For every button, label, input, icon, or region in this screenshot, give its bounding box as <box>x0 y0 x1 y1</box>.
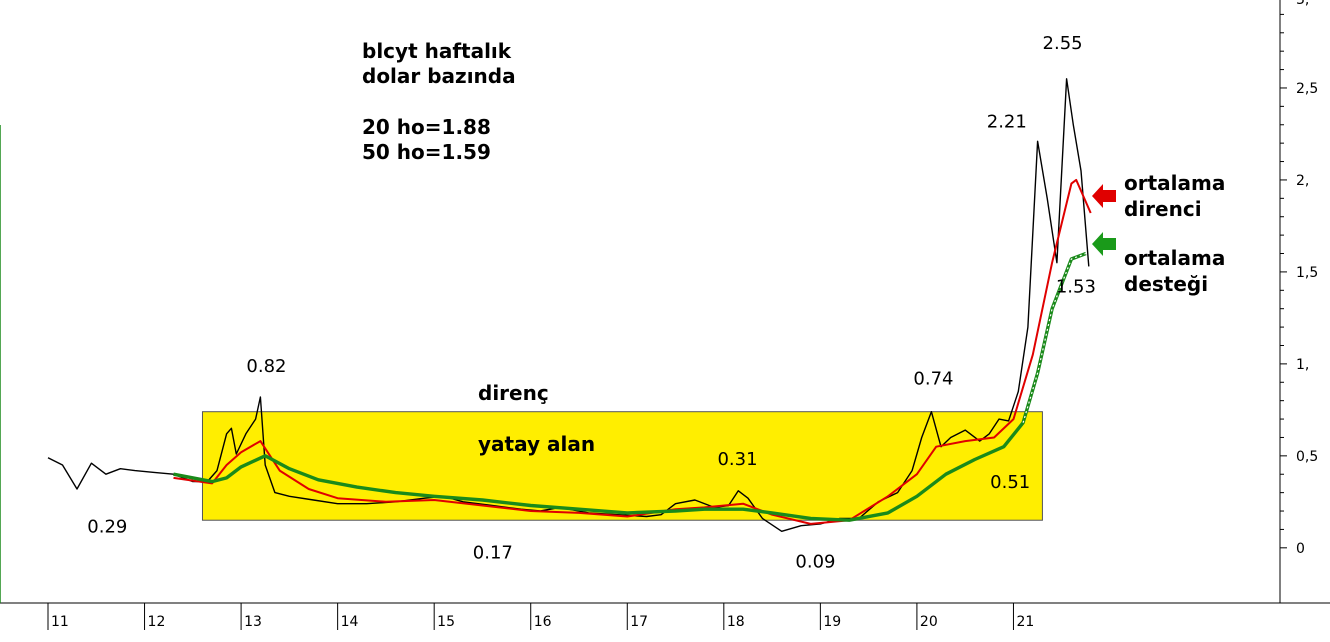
price-label: 0.31 <box>717 449 757 470</box>
price-label: 0.82 <box>246 356 286 377</box>
x-tick-label: 12 <box>148 614 166 630</box>
support-avg-line2: desteği <box>1124 272 1208 296</box>
y-tick-label: 0 <box>1296 541 1305 557</box>
x-tick-label: 20 <box>920 614 938 630</box>
price-label: 1.53 <box>1056 276 1096 297</box>
ma50-label: 50 ho=1.59 <box>362 140 491 164</box>
green-arrow-icon <box>1092 232 1116 256</box>
y-tick-label: 2, <box>1296 173 1309 189</box>
price-label: 0.17 <box>473 543 513 564</box>
horizontal-range-zone <box>201 411 1043 521</box>
x-tick-label: 13 <box>244 614 262 630</box>
red-arrow-icon <box>1092 184 1116 208</box>
price-label: 0.29 <box>87 516 127 537</box>
y-tick-label: 0,5 <box>1296 449 1318 465</box>
chart-title-line2: dolar bazında <box>362 64 516 88</box>
ma50-line <box>173 251 1087 522</box>
price-label: 0.51 <box>990 472 1030 493</box>
chart-title-line1: blcyt haftalık <box>362 39 512 63</box>
x-tick-label: 11 <box>51 614 69 630</box>
price-label: 0.09 <box>795 551 835 572</box>
x-tick-label: 16 <box>534 614 552 630</box>
price-label: 2.21 <box>987 111 1027 132</box>
x-tick-label: 15 <box>437 614 455 630</box>
x-tick-label: 21 <box>1016 614 1034 630</box>
x-tick-label: 19 <box>823 614 841 630</box>
y-tick-label: 2,5 <box>1296 81 1318 97</box>
resistance-avg-line1: ortalama <box>1124 171 1225 195</box>
x-tick-label: 14 <box>341 614 359 630</box>
price-line <box>47 78 1090 532</box>
support-avg-line1: ortalama <box>1124 246 1225 270</box>
price-label: 2.55 <box>1043 33 1083 54</box>
resistance-avg-line2: direnci <box>1124 197 1202 221</box>
x-tick-label: 18 <box>727 614 745 630</box>
price-label: 0.74 <box>913 369 953 390</box>
y-tick-label-top: 3, <box>1296 0 1309 8</box>
ma50-dotted-overlay <box>1022 252 1087 423</box>
y-tick-label: 1,5 <box>1296 265 1318 281</box>
range-label: yatay alan <box>478 432 595 456</box>
y-tick-label: 1, <box>1296 357 1309 373</box>
x-tick-label: 17 <box>630 614 648 630</box>
ma20-label: 20 ho=1.88 <box>362 115 491 139</box>
resistance-label: direnç <box>478 381 549 405</box>
ma20-line <box>173 178 1092 525</box>
